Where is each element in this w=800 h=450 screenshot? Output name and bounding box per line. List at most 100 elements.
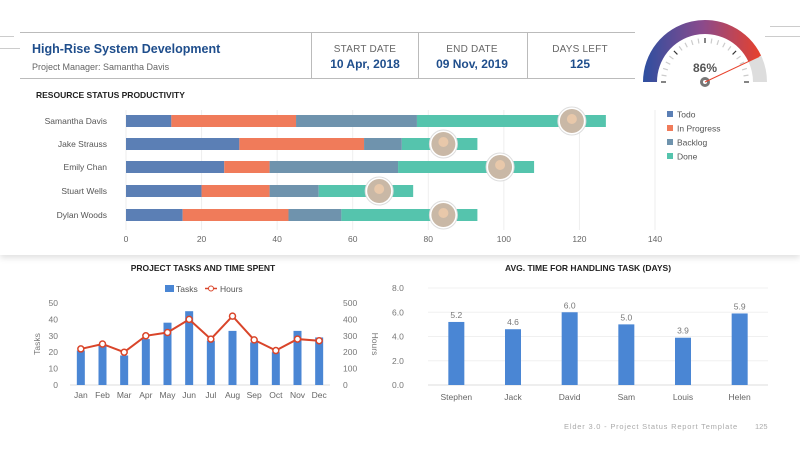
gauge-tick xyxy=(690,39,694,46)
person-label: Jake Strauss xyxy=(58,139,107,149)
start-date-label: START DATE xyxy=(333,44,397,55)
hours-point xyxy=(98,340,107,348)
y-tick-label: 2.0 xyxy=(392,356,404,366)
header-rule xyxy=(20,78,635,79)
legend-label: Done xyxy=(677,152,698,162)
bar-segment-todo xyxy=(126,185,202,197)
bar-segment-todo xyxy=(126,209,183,221)
avatar-face xyxy=(495,160,506,170)
avg-bar xyxy=(675,337,691,385)
x-tick-label: 120 xyxy=(572,234,586,244)
avatar-face xyxy=(566,114,577,124)
avatar-face xyxy=(438,208,449,218)
decor-line xyxy=(0,36,14,37)
gauge-tick xyxy=(661,74,667,77)
x-tick-label: 100 xyxy=(497,234,511,244)
avg-bar xyxy=(561,312,578,385)
month-label: Oct xyxy=(269,390,283,400)
legend-swatch xyxy=(667,139,673,145)
legend-swatch xyxy=(667,111,673,117)
tasks-bar xyxy=(141,339,150,385)
hours-point xyxy=(293,335,302,343)
month-label: Jun xyxy=(182,390,196,400)
gauge-tick xyxy=(669,55,674,60)
tasks-chart-title: PROJECT TASKS AND TIME SPENT xyxy=(130,263,276,273)
bar-segment-todo xyxy=(126,161,225,173)
category-label: David xyxy=(559,392,581,402)
y-tick-label: 50 xyxy=(49,298,59,308)
avg-bar xyxy=(448,321,465,385)
gauge-tick xyxy=(736,55,741,60)
start-date: START DATE 10 Apr, 2018 xyxy=(312,44,418,71)
bar-segment-backlog xyxy=(364,138,402,150)
tasks-bar xyxy=(228,330,237,385)
gauge-tick xyxy=(722,42,726,48)
bar-segment-todo xyxy=(126,115,172,127)
y-axis-title: Tasks xyxy=(32,333,42,355)
gauge-tick xyxy=(739,61,745,65)
hours-line xyxy=(80,314,320,354)
tasks-chart: 0 0 10 100 20 200 30 300 40 400 50 500 Tasks Hours Jan… xyxy=(32,284,380,400)
tasks-bar xyxy=(250,342,259,385)
gauge-track xyxy=(748,55,767,82)
y2-axis-title: Hours xyxy=(370,333,380,356)
bar-segment-in-progress xyxy=(201,185,270,197)
legend-tasks-label: Tasks xyxy=(176,284,198,294)
y-tick-label: 0 xyxy=(53,380,58,390)
tasks-bar xyxy=(271,352,280,385)
legend-tasks-swatch xyxy=(165,285,174,292)
hours-point xyxy=(120,348,128,356)
divider xyxy=(418,32,419,78)
y-tick-label: 10 xyxy=(49,364,59,374)
y2-tick-label: 100 xyxy=(343,364,357,374)
y-tick-label: 0.0 xyxy=(392,380,404,390)
gauge-tick xyxy=(741,67,748,71)
gauge-tick xyxy=(673,50,678,55)
avg-chart-title: AVG. TIME FOR HANDLING TASK (DAYS) xyxy=(504,263,672,273)
gauge-tick xyxy=(743,74,749,77)
y2-tick-label: 300 xyxy=(343,331,357,341)
divider xyxy=(527,32,528,78)
gauge-tick xyxy=(684,42,688,48)
person-label: Samantha Davis xyxy=(45,116,107,126)
category-label: Louis xyxy=(673,392,693,402)
tasks-bar xyxy=(206,340,215,385)
x-tick-label: 140 xyxy=(648,234,662,244)
gauge-tick xyxy=(678,46,683,51)
month-label: Mar xyxy=(117,390,132,400)
end-date-label: END DATE xyxy=(446,44,498,55)
category-label: Jack xyxy=(504,392,522,402)
month-label: Apr xyxy=(139,390,152,400)
tasks-bar xyxy=(293,330,302,385)
category-label: Sam xyxy=(618,392,635,402)
gauge-tick xyxy=(732,50,737,55)
gauge-value: 86% xyxy=(693,61,717,75)
category-label: Stephen xyxy=(440,392,472,402)
y-tick-label: 8.0 xyxy=(392,283,404,293)
bar-segment-in-progress xyxy=(224,161,270,173)
tasks-bar xyxy=(76,350,85,385)
legend-swatch xyxy=(667,153,673,159)
bar-segment-todo xyxy=(126,138,240,150)
legend-label: In Progress xyxy=(677,124,720,134)
month-label: Sep xyxy=(247,390,262,400)
y2-tick-label: 500 xyxy=(343,298,357,308)
hours-point xyxy=(207,335,215,343)
project-title: High-Rise System Development xyxy=(32,42,221,56)
avatar-face xyxy=(438,137,449,147)
hours-point xyxy=(315,336,323,345)
month-label: Jul xyxy=(205,390,216,400)
person-label: Emily Chan xyxy=(64,162,108,172)
avg-bar xyxy=(731,313,748,385)
legend-label: Backlog xyxy=(677,138,708,148)
divider xyxy=(311,32,312,78)
decor-line xyxy=(770,26,800,27)
avg-bar xyxy=(505,329,521,385)
gauge-needle xyxy=(704,56,760,83)
resource-chart: 0 20 40 60 80 100 120 140 Samantha Davis Jake Str… xyxy=(45,106,720,244)
avatar-face xyxy=(374,184,385,194)
data-label: 4.6 xyxy=(507,317,519,327)
data-label: 5.0 xyxy=(620,312,632,322)
hours-point xyxy=(272,346,280,355)
data-label: 3.9 xyxy=(677,326,689,336)
